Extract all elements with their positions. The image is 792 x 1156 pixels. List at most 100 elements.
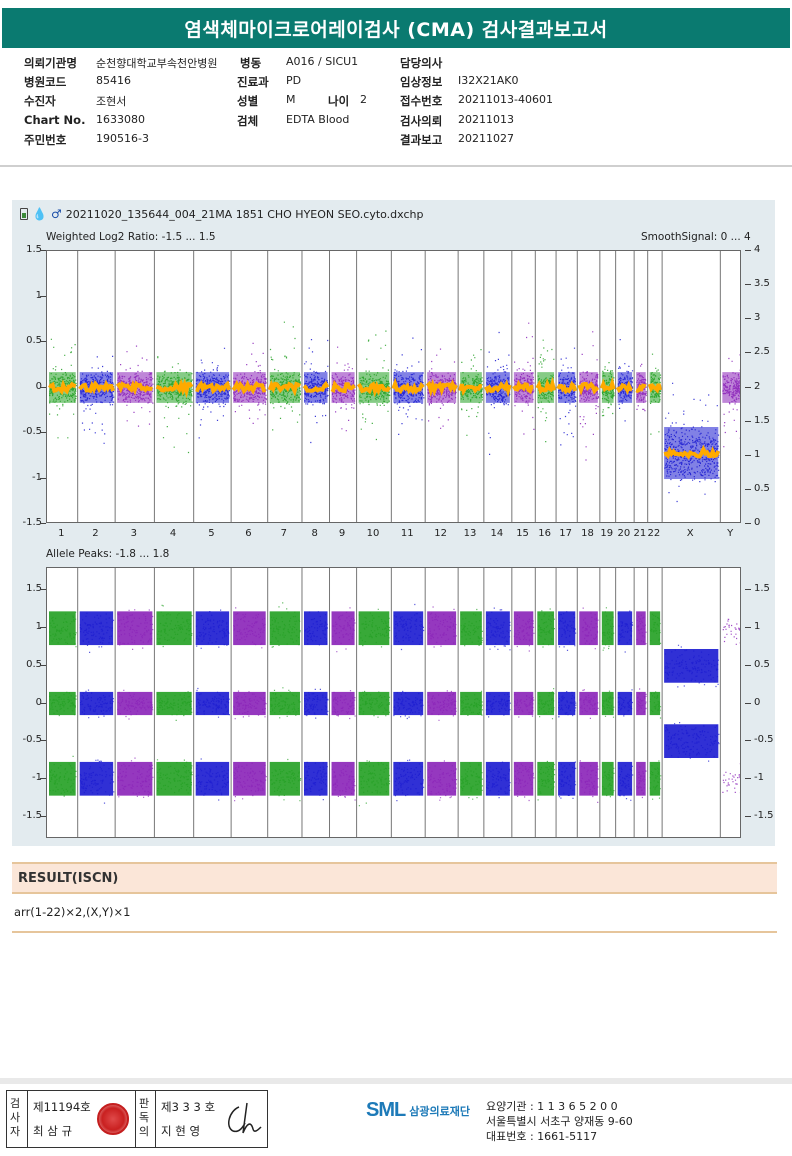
chr-11-allele-points bbox=[393, 603, 425, 802]
chr-label-7: 7 bbox=[280, 528, 288, 539]
value-report-date: 20211027 bbox=[458, 132, 514, 145]
chr-Y-log2-band bbox=[722, 372, 740, 403]
plot2-y-tick: -1 bbox=[32, 772, 42, 784]
chr-Y-log2-points bbox=[722, 354, 740, 448]
chr-3-allele-scatter bbox=[117, 757, 154, 798]
chr-3-allele-points bbox=[117, 609, 154, 798]
org-info: 요양기관 : 1 1 3 6 5 2 0 0 서울특별시 서초구 양재동 9-6… bbox=[486, 1099, 633, 1144]
result-underline bbox=[12, 931, 777, 933]
value-receipt-no: 20211013-40601 bbox=[458, 93, 553, 106]
sign-divider-2 bbox=[135, 1091, 136, 1147]
chr-8-smooth-signal bbox=[302, 380, 330, 393]
chr-label-11: 11 bbox=[400, 528, 414, 539]
chr-18-log2-points bbox=[577, 331, 600, 461]
plot1-y-tick-right-mark bbox=[745, 488, 751, 490]
drop-icon: 💧 bbox=[32, 207, 47, 221]
label-clinical-info: 임상정보 bbox=[400, 75, 443, 89]
chr-10-allele-scatter bbox=[358, 760, 391, 807]
chr-14-allele-band bbox=[485, 761, 510, 796]
chr-18-allele-scatter bbox=[579, 689, 599, 719]
chr-9-allele-scatter bbox=[332, 690, 356, 720]
plot1-y-tick-mark bbox=[40, 386, 46, 388]
plot2-y-tick-mark bbox=[40, 664, 46, 666]
chr-13-allele-band bbox=[460, 691, 482, 716]
chr-19-log2-points bbox=[599, 362, 616, 417]
label-chart-no: Chart No. bbox=[24, 113, 86, 127]
chr-11-allele-band bbox=[393, 761, 424, 796]
chr-20-log2-points bbox=[615, 339, 634, 422]
chr-7-allele-scatter bbox=[270, 758, 302, 802]
chr-17-allele-band bbox=[558, 761, 576, 796]
chr-15-allele-scatter bbox=[513, 611, 535, 652]
chr-label-3: 3 bbox=[130, 528, 137, 539]
chr-12-allele-scatter bbox=[427, 690, 457, 721]
chr-9-log2-scatter bbox=[331, 346, 356, 432]
chr-label-9: 9 bbox=[338, 528, 346, 539]
plot1-y-tick-mark bbox=[40, 477, 46, 479]
log2-ratio-svg bbox=[48, 251, 740, 522]
report-title: 염색체마이크로어레이검사 (CMA) 검사결과보고서 bbox=[2, 8, 790, 48]
plot2-y-tick-right-mark bbox=[745, 589, 751, 590]
plot1-right-label: SmoothSignal: 0 ... 4 bbox=[641, 231, 751, 243]
plot1-y-tick-mark bbox=[40, 432, 46, 433]
chr-3-allele-band bbox=[117, 761, 153, 796]
chr-X-allele-points bbox=[664, 644, 720, 762]
chr-6-allele-points bbox=[233, 607, 267, 802]
allele-peaks-svg bbox=[49, 568, 740, 837]
logo-name: 삼광의료재단 bbox=[409, 1104, 470, 1118]
chr-10-allele-scatter bbox=[359, 690, 391, 718]
chr-3-smooth-signal bbox=[115, 379, 153, 396]
plot2-y-tick-right: -0.5 bbox=[754, 734, 774, 746]
chr-2-allele-band bbox=[79, 691, 114, 716]
file-row: 💧 ♂ 20211020_135644_004_21MA 1851 CHO HY… bbox=[20, 206, 423, 222]
chr-1-allele-band bbox=[49, 611, 76, 646]
chr-14-allele-scatter bbox=[486, 761, 511, 799]
chr-1-smooth-signal bbox=[48, 379, 77, 396]
chr-17-log2-points bbox=[556, 347, 578, 446]
chr-15-allele-scatter bbox=[514, 763, 535, 802]
log2-ratio-plot bbox=[46, 250, 741, 523]
chr-X-smooth-signal bbox=[663, 444, 721, 460]
plot1-y-tick-right: 2 bbox=[754, 380, 761, 392]
chr-7-allele-band bbox=[269, 691, 300, 716]
chr-12-allele-band bbox=[427, 761, 457, 796]
chr-label-1: 1 bbox=[58, 528, 65, 539]
chr-18-allele-scatter bbox=[579, 760, 599, 803]
header-divider bbox=[0, 165, 792, 167]
chr-19-allele-band bbox=[601, 611, 614, 646]
value-chart-no: 1633080 bbox=[96, 113, 145, 126]
plot1-y-tick: -1.5 bbox=[22, 517, 42, 528]
sign-divider-3 bbox=[155, 1091, 156, 1147]
plot2-left-label: Allele Peaks: -1.8 ... 1.8 bbox=[46, 548, 170, 560]
chr-8-allele-scatter bbox=[304, 611, 328, 646]
chr-5-log2-points bbox=[195, 347, 232, 439]
value-age: 2 bbox=[360, 93, 367, 106]
chr-X-log2-points bbox=[663, 382, 721, 503]
label-patient: 수진자 bbox=[24, 94, 56, 108]
chr-label-18: 18 bbox=[581, 528, 594, 539]
chr-label-19: 19 bbox=[600, 528, 614, 539]
chr-9-smooth-signal bbox=[330, 379, 356, 394]
chr-20-smooth-signal bbox=[615, 380, 633, 395]
chr-10-smooth-signal bbox=[356, 380, 391, 398]
chr-10-allele-points bbox=[358, 608, 391, 807]
plot2-y-tick-right: 1.5 bbox=[754, 583, 770, 594]
plot1-y-tick-right-mark bbox=[745, 386, 751, 388]
value-hospital-code: 85416 bbox=[96, 74, 131, 87]
chr-15-allele-points bbox=[513, 611, 535, 802]
chr-19-allele-scatter bbox=[602, 764, 615, 798]
chr-19-smooth-signal bbox=[599, 376, 616, 393]
chr-X-allele-band bbox=[664, 648, 719, 683]
plot1-y-tick: 1.5 bbox=[26, 244, 42, 255]
chr-4-log2-scatter bbox=[156, 356, 193, 454]
chr-16-allele-scatter bbox=[537, 688, 555, 720]
logo-mark: SML bbox=[366, 1099, 406, 1121]
chr-label-Y: Y bbox=[727, 528, 734, 539]
label-doctor: 담당의사 bbox=[400, 56, 443, 70]
plot1-left-label: Weighted Log2 Ratio: -1.5 ... 1.5 bbox=[46, 231, 216, 243]
value-specimen: EDTA Blood bbox=[286, 113, 350, 126]
sign2-role: 판독의 bbox=[138, 1097, 152, 1139]
chr-1-allele-points bbox=[49, 611, 77, 797]
value-clinical-info: I32X21AK0 bbox=[458, 74, 519, 87]
handwritten-signature bbox=[228, 1102, 262, 1134]
